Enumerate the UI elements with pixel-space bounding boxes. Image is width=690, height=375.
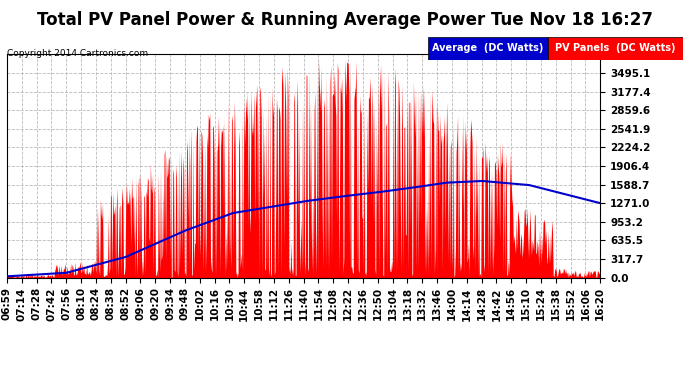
Text: Total PV Panel Power & Running Average Power Tue Nov 18 16:27: Total PV Panel Power & Running Average P… [37, 11, 653, 29]
FancyBboxPatch shape [548, 37, 683, 60]
Text: Copyright 2014 Cartronics.com: Copyright 2014 Cartronics.com [7, 49, 148, 58]
Text: PV Panels  (DC Watts): PV Panels (DC Watts) [555, 44, 676, 53]
FancyBboxPatch shape [428, 37, 548, 60]
Text: Average  (DC Watts): Average (DC Watts) [432, 44, 544, 53]
